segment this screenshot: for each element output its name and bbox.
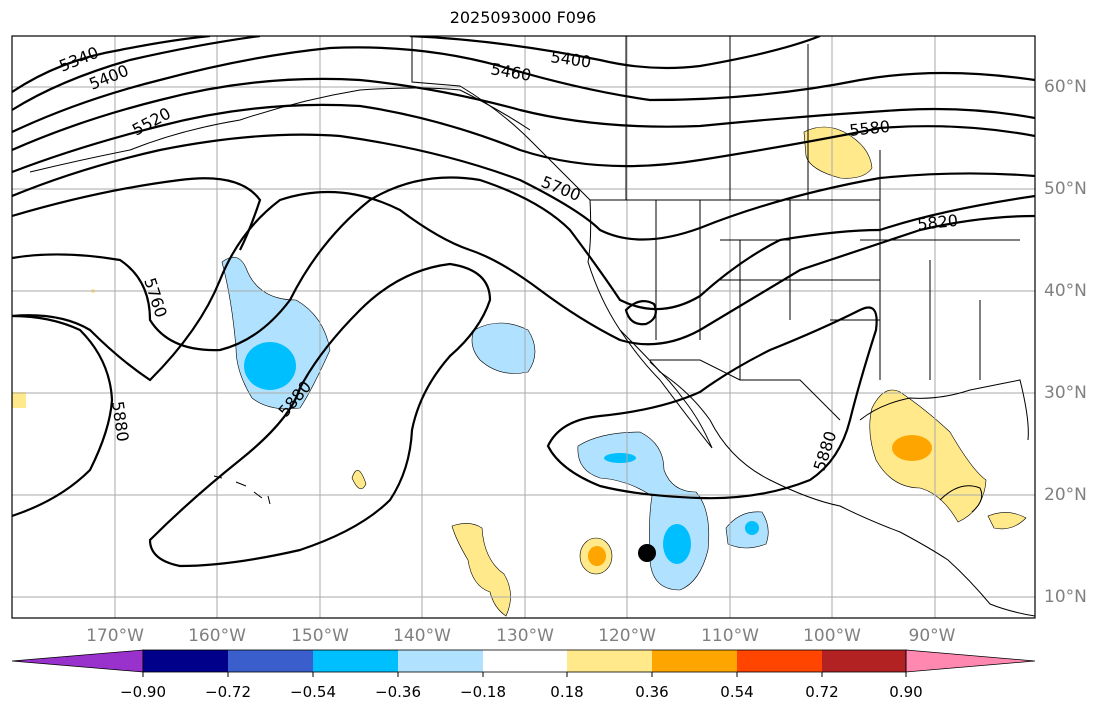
blue-anomaly-central [471,322,536,374]
lon-label-140w: 140°W [393,626,451,646]
lat-label-40n: 40°N [1044,281,1087,301]
us-mexico-border [650,359,841,421]
contour-5880-ring [12,314,114,518]
lon-label-110w: 110°W [701,626,759,646]
contour-5460 [12,46,1035,133]
map-frame [11,35,1036,619]
contour-label-5580: 5580 [848,117,890,140]
colorbar-seg-4 [398,650,483,672]
colorbar-tick-5: −0.18 [460,683,506,701]
contour-5340 [12,36,211,93]
north-america-coast [411,36,1035,617]
contour-5400-east [409,36,821,70]
colorbar-seg-9 [822,650,906,672]
contour-5760 [12,176,1035,352]
blue-core-west [244,342,296,390]
yellow-anomaly-edge [12,392,26,408]
colorbar-tick-6: 0.18 [550,683,584,701]
colorbar-tick-8: 0.54 [720,683,754,701]
contour-label-5520: 5520 [129,104,174,140]
contour-5700 [12,177,262,251]
contour-label-5820: 5820 [916,211,958,234]
colorbar-extend-high [905,649,1036,673]
colorbar-tick-9: 0.72 [805,683,839,701]
height-contours [12,36,1035,568]
gridlines [12,36,1035,618]
yellow-anomaly-south [451,523,511,617]
contour-5880-main [148,262,492,568]
yellow-anomaly-hawaii-n [351,470,367,490]
contour-label-5700: 5700 [539,172,584,205]
colorbar-frame [142,649,907,673]
hawaii-islands [213,475,271,505]
colorbar-seg-3 [313,650,398,672]
colorbar [11,649,1036,677]
contour-5880-small-loop [624,299,657,326]
yucatan [939,485,983,513]
lat-label-50n: 50°N [1044,179,1087,199]
lat-label-60n: 60°N [1044,77,1087,97]
colorbar-tick-1: −0.90 [120,683,166,701]
lon-label-120w: 120°W [598,626,656,646]
colorbar-tick-7: 0.36 [635,683,669,701]
baja-california [619,329,713,449]
lon-label-100w: 100°W [803,626,861,646]
state-lines [655,200,1020,380]
contour-5640 [12,133,1035,241]
blue-core-far-east [745,521,759,535]
colorbar-tick-4: −0.36 [375,683,421,701]
lon-label-170w: 170°W [86,626,144,646]
colorbar-tick-2: −0.72 [205,683,251,701]
gulf-coast [859,379,1029,441]
lon-label-130w: 130°W [496,626,554,646]
storm-center-marker [638,544,656,562]
contour-label-5880-w: 5880 [108,400,132,443]
colorbar-seg-8 [737,650,822,672]
contour-5880-east [546,306,878,500]
lon-label-160w: 160°W [188,626,246,646]
lat-label-20n: 20°N [1044,485,1087,505]
contour-5580 [12,103,1035,174]
lon-label-150w: 150°W [291,626,349,646]
contour-label-5460: 5460 [489,59,532,85]
colorbar-seg-6 [567,650,652,672]
yellow-anomaly-gulf [869,389,987,523]
contour-5820 [12,190,1035,382]
colorbar-extend-low [11,649,144,673]
orange-core-gulf [892,435,932,461]
colorbar-seg-5 [483,650,567,672]
contour-5520 [12,77,1035,152]
lon-label-90w: 90°W [908,626,956,646]
contour-label-5760: 5760 [140,275,171,320]
lat-label-10n: 10°N [1044,587,1087,607]
blue-core-east [663,524,691,564]
lat-label-30n: 30°N [1044,383,1087,403]
canada-lines [625,36,881,200]
map-title: 2025093000 F096 [449,8,597,27]
contour-5400-west [12,36,261,111]
colorbar-seg-1 [143,650,228,672]
shaded-fields [12,126,1027,617]
colorbar-seg-2 [228,650,313,672]
blue-core-east-small [604,453,636,463]
yellow-anomaly-caribbean [987,512,1027,530]
colorbar-tick-3: −0.54 [290,683,336,701]
colorbar-seg-7 [652,650,737,672]
coastlines [29,36,1035,617]
colorbar-tick-10: 0.90 [889,683,923,701]
contour-label-5880-e: 5880 [810,429,841,474]
contour-label-5400-e: 5400 [549,47,592,71]
orange-core-south-2 [588,546,606,566]
